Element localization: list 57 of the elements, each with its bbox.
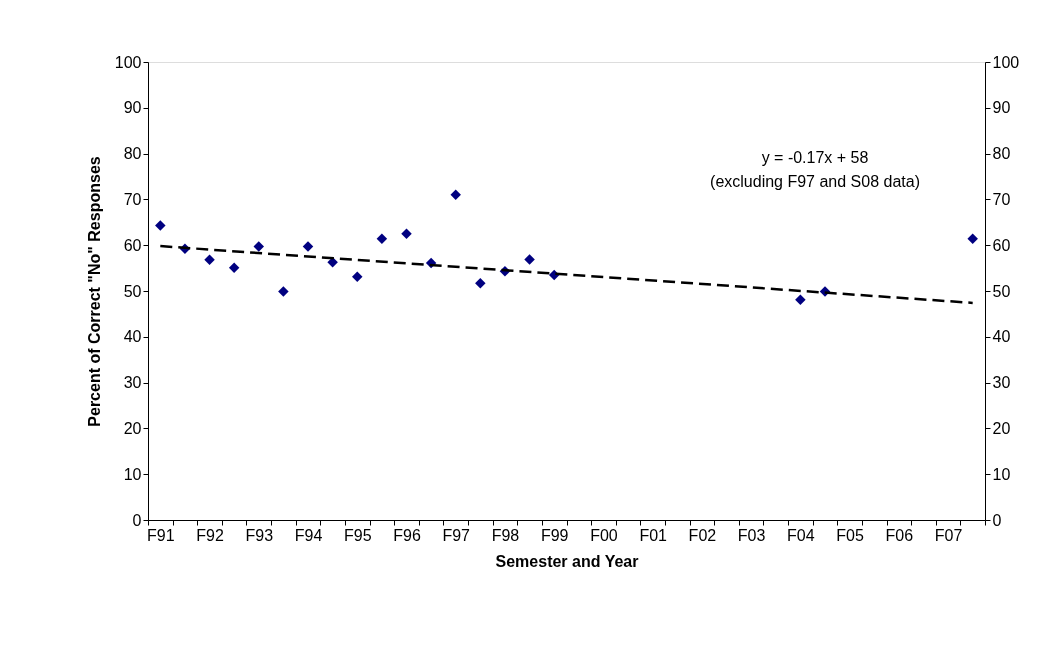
y-tick-label: 50 — [123, 282, 142, 300]
point — [475, 277, 486, 289]
point — [450, 189, 461, 201]
x-tick-label: F92 — [196, 526, 224, 544]
y2-tick-label: 100 — [992, 53, 1020, 71]
y-tick-label: 20 — [123, 419, 142, 437]
y2-tick-label: 30 — [992, 374, 1011, 392]
x-tick-label: F03 — [737, 526, 766, 544]
y2-tick-label: 50 — [992, 282, 1011, 300]
x-tick-label: F01 — [639, 526, 668, 544]
point — [352, 271, 363, 283]
y-tick-label: 70 — [123, 190, 142, 208]
y-tick-label: 0 — [132, 511, 142, 529]
x-tick-label: F05 — [836, 526, 864, 544]
y2-tick-label: 40 — [992, 328, 1011, 346]
point — [204, 254, 215, 266]
point — [253, 241, 265, 252]
y-tick-label: 10 — [123, 465, 142, 483]
x-tick-label: F98 — [491, 526, 520, 544]
y2-tick-label: 60 — [992, 236, 1011, 254]
annotation: y = -0.17x + 58 — [761, 149, 869, 166]
x-tick-label: F97 — [442, 526, 471, 544]
y-tick-label: 40 — [123, 328, 142, 346]
point — [228, 262, 240, 273]
x-tick-label: F93 — [245, 526, 274, 544]
x-tick-label: F96 — [393, 526, 421, 544]
x-tick-label: F00 — [590, 526, 618, 544]
y2-tick-label: 10 — [992, 465, 1011, 483]
y2-tick-label: 0 — [992, 511, 1002, 529]
x-tick-label: F04 — [787, 526, 815, 544]
x-tick-label: F91 — [147, 526, 175, 544]
y2-tick-label: 20 — [992, 419, 1011, 437]
annotation: (excluding F97 and S08 data) — [710, 173, 920, 190]
y-tick-label: 100 — [114, 53, 142, 71]
x-axis-title: Semester and Year — [495, 552, 639, 570]
x-tick-label: F99 — [540, 526, 569, 544]
point — [155, 220, 166, 231]
y2-tick-label: 70 — [992, 190, 1011, 208]
y-tick-label: 80 — [123, 145, 142, 163]
y-axis-title: Percent of Correct "No" Responses — [85, 156, 103, 427]
y2-tick-label: 80 — [992, 145, 1011, 163]
point — [376, 233, 388, 245]
x-tick-label: F95 — [343, 526, 372, 544]
x-tick-label: F02 — [688, 526, 717, 544]
point — [278, 286, 289, 297]
y-tick-label: 90 — [123, 99, 142, 117]
point — [795, 294, 806, 305]
y-tick-label: 60 — [123, 236, 142, 254]
point — [302, 241, 314, 252]
x-tick-label: F07 — [934, 526, 963, 544]
point — [401, 228, 412, 239]
y-tick-label: 30 — [123, 374, 142, 392]
x-tick-label: F06 — [885, 526, 914, 544]
x-tick-label: F94 — [294, 526, 323, 544]
y2-tick-label: 90 — [992, 99, 1011, 117]
point — [967, 233, 978, 245]
point — [524, 254, 535, 265]
